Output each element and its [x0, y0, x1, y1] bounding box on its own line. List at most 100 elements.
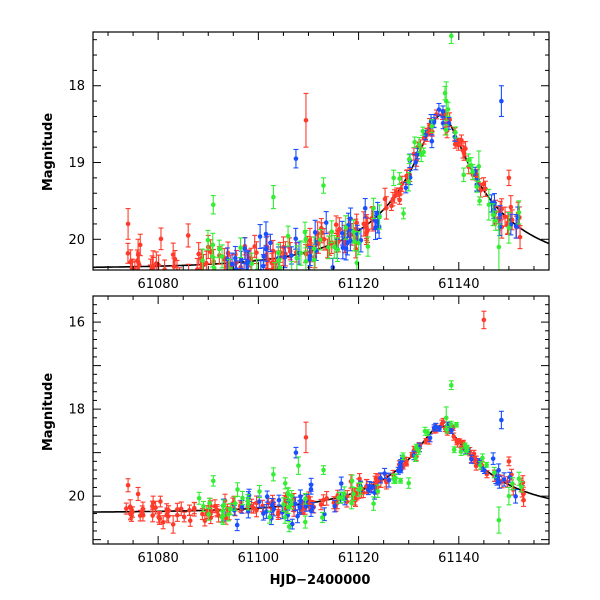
data-point-green — [466, 153, 472, 167]
data-point-red — [506, 456, 512, 467]
plot-area — [93, 32, 549, 302]
data-point-green — [321, 465, 327, 475]
data-point-green — [321, 177, 327, 194]
data-point-green — [356, 482, 362, 497]
data-point-blue — [292, 496, 298, 512]
data-point-green — [351, 219, 357, 244]
data-point-green — [276, 250, 282, 270]
data-point-green — [491, 466, 497, 479]
data-point-blue — [513, 214, 519, 239]
x-tick-label: 61140 — [438, 277, 479, 292]
data-point-red — [388, 200, 394, 211]
data-point-red — [137, 509, 143, 522]
data-point-green — [325, 235, 331, 260]
data-point-blue — [468, 454, 474, 464]
x-tick-label: 61140 — [438, 551, 479, 566]
data-point-green — [397, 172, 403, 185]
data-point-red — [125, 478, 131, 493]
data-point-red — [392, 189, 398, 204]
data-point-blue — [490, 452, 496, 465]
data-point-red — [517, 225, 523, 250]
data-point-green — [375, 484, 381, 498]
data-point-green — [371, 496, 377, 511]
data-point-green — [406, 154, 412, 165]
data-point-blue — [308, 504, 314, 517]
data-point-blue — [440, 105, 446, 118]
data-point-green — [343, 215, 349, 240]
data-point-red — [282, 241, 288, 267]
data-point-green — [371, 197, 377, 220]
data-point-blue — [386, 472, 392, 488]
data-point-blue — [267, 233, 273, 253]
data-point-green — [377, 204, 383, 230]
data-point-blue — [382, 467, 388, 480]
data-point-blue — [429, 134, 435, 149]
data-point-red — [275, 509, 281, 520]
data-point-green — [452, 126, 458, 139]
data-point-green — [391, 473, 397, 484]
data-point-red — [187, 504, 193, 516]
data-point-red — [135, 486, 141, 502]
data-point-green — [400, 207, 406, 220]
data-point-red — [170, 242, 176, 267]
data-point-green — [232, 496, 238, 511]
data-point-red — [181, 511, 187, 523]
data-point-blue — [366, 481, 372, 493]
data-point-green — [443, 124, 449, 136]
data-point-blue — [323, 211, 329, 235]
data-point-red — [383, 196, 389, 220]
data-point-green — [490, 203, 496, 227]
data-point-red — [128, 507, 134, 519]
data-point-green — [272, 262, 278, 270]
data-point-red — [176, 267, 182, 270]
data-point-green — [429, 119, 435, 133]
bottom-xlabel: HJD−2400000 — [270, 573, 371, 588]
data-point-green — [205, 229, 211, 251]
data-point-green — [516, 200, 522, 225]
data-point-blue — [260, 506, 266, 521]
data-point-green — [506, 486, 512, 506]
x-tick-label: 61080 — [137, 277, 178, 292]
data-point-green — [238, 237, 244, 259]
data-point-green — [289, 261, 295, 270]
data-point-blue — [433, 422, 439, 432]
data-point-blue — [289, 518, 295, 530]
data-point-green — [416, 447, 422, 455]
data-point-green — [493, 210, 499, 231]
data-point-red — [303, 92, 309, 148]
data-point-blue — [340, 236, 346, 260]
data-point-green — [286, 520, 292, 533]
data-point-green — [479, 453, 485, 463]
data-point-red — [174, 508, 180, 522]
data-point-blue — [263, 221, 269, 247]
bottom-ylabel: Magnitude — [41, 373, 56, 452]
data-point-red — [202, 515, 208, 527]
data-point-blue — [436, 425, 442, 432]
data-point-blue — [332, 499, 338, 513]
data-point-green — [228, 283, 233, 302]
data-point-green — [425, 429, 431, 437]
data-point-blue — [413, 154, 419, 171]
data-point-green — [200, 500, 206, 512]
data-point-red — [423, 438, 429, 445]
data-point-red — [153, 251, 159, 270]
x-tick-label: 61120 — [338, 277, 379, 292]
data-point-green — [451, 446, 457, 454]
data-point-green — [235, 482, 241, 497]
plot-frame — [92, 31, 550, 271]
data-point-red — [137, 233, 143, 257]
data-point-green — [281, 497, 287, 512]
data-point-red — [150, 250, 156, 270]
data-point-green — [335, 237, 341, 263]
data-point-red — [191, 502, 197, 515]
data-point-red — [157, 512, 163, 525]
data-point-green — [461, 167, 467, 183]
y-tick-label: 20 — [68, 233, 85, 248]
data-point-red — [303, 421, 309, 454]
data-point-red — [157, 495, 163, 508]
data-point-green — [406, 477, 412, 489]
data-point-green — [228, 502, 234, 516]
data-point-green — [282, 477, 288, 490]
data-point-green — [294, 245, 300, 270]
data-point-green — [420, 126, 426, 136]
